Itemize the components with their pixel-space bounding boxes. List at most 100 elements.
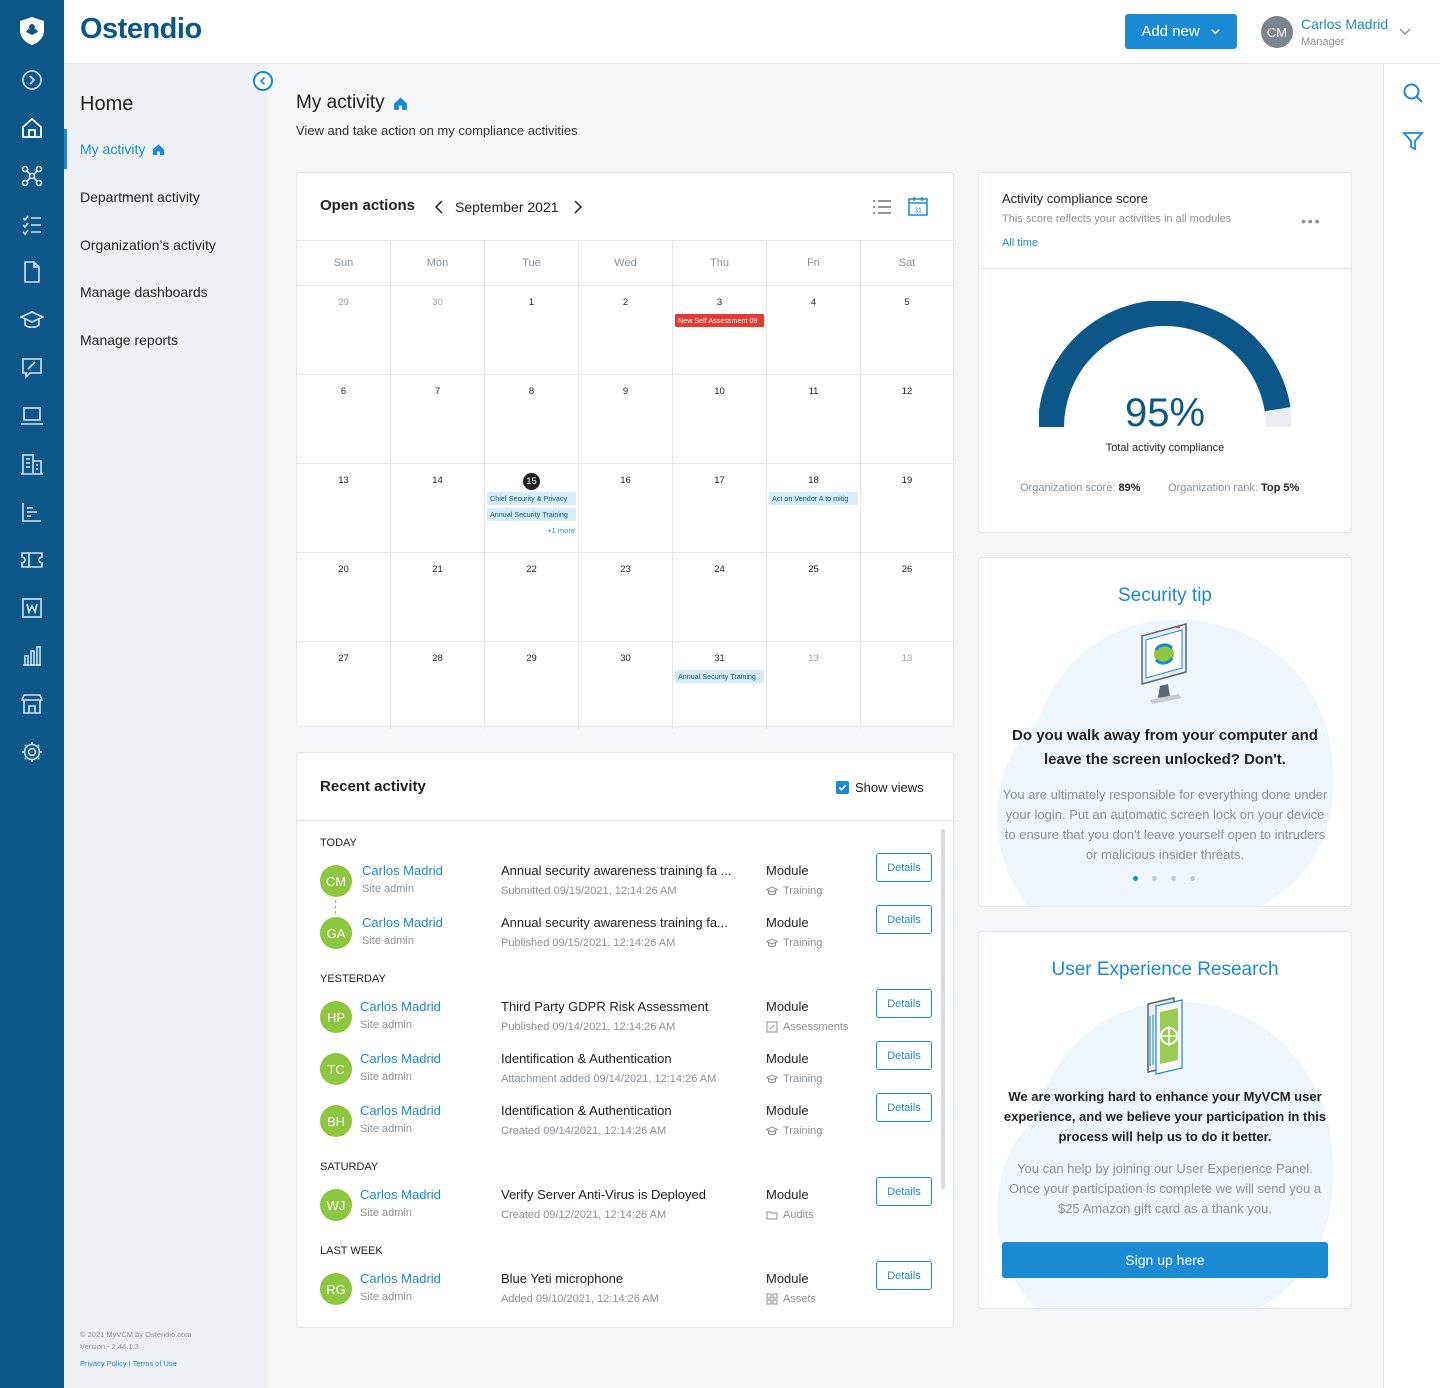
building-icon[interactable]: [20, 452, 44, 476]
search-icon[interactable]: [1402, 82, 1424, 104]
calendar-day-cell[interactable]: 2: [579, 286, 673, 375]
calendar-day-cell[interactable]: 23: [579, 553, 673, 642]
checkbox-checked-icon[interactable]: [836, 781, 849, 794]
gear-icon[interactable]: [20, 740, 44, 764]
calendar-day-cell[interactable]: 4: [767, 286, 861, 375]
checklist-icon[interactable]: [20, 212, 44, 236]
ticket-icon[interactable]: [20, 548, 44, 572]
activity-avatar[interactable]: CM: [320, 865, 352, 897]
subnav-item-organization-activity[interactable]: Organization’s activity: [80, 237, 216, 253]
score-range-link[interactable]: All time: [1002, 237, 1039, 249]
calendar-day-cell[interactable]: 5: [861, 286, 953, 375]
shield-logo-icon[interactable]: [19, 16, 45, 46]
activity-title[interactable]: Identification & Authentication: [501, 1051, 672, 1066]
activity-user-name[interactable]: Carlos Madrid: [360, 999, 441, 1014]
calendar-event[interactable]: Annual Security Training: [675, 670, 764, 683]
calendar-day-cell[interactable]: 30: [579, 642, 673, 729]
sign-up-button[interactable]: Sign up here: [1002, 1242, 1328, 1278]
activity-user-name[interactable]: Carlos Madrid: [360, 1271, 441, 1286]
activity-avatar[interactable]: BH: [320, 1105, 352, 1137]
calendar-day-cell[interactable]: 16: [579, 464, 673, 553]
activity-avatar[interactable]: RG: [320, 1273, 352, 1305]
calendar-day-cell[interactable]: 13: [861, 642, 953, 729]
calendar-day-cell[interactable]: 13: [767, 642, 861, 729]
footer-links[interactable]: Privacy Policy | Terms of Use: [80, 1359, 177, 1368]
brand-logo[interactable]: Ostendio: [80, 13, 202, 45]
calendar-day-cell[interactable]: 25: [767, 553, 861, 642]
calendar-day-cell[interactable]: 3 New Self Assessment 09: [673, 286, 767, 375]
calendar-day-cell[interactable]: 28: [391, 642, 485, 729]
details-button[interactable]: Details: [876, 1041, 932, 1070]
previous-month-icon[interactable]: [433, 199, 447, 215]
calendar-event[interactable]: Chief Security & Privacy: [487, 492, 576, 505]
bar-list-icon[interactable]: [20, 500, 44, 524]
activity-user-name[interactable]: Carlos Madrid: [362, 915, 443, 930]
document-icon[interactable]: [20, 260, 44, 284]
calendar-day-cell[interactable]: 12: [861, 375, 953, 464]
activity-user-name[interactable]: Carlos Madrid: [360, 1187, 441, 1202]
activity-title[interactable]: Annual security awareness training fa...: [501, 915, 728, 930]
calendar-day-cell[interactable]: 24: [673, 553, 767, 642]
activity-avatar[interactable]: HP: [320, 1001, 352, 1033]
calendar-day-cell[interactable]: 6: [297, 375, 391, 464]
home-icon[interactable]: [20, 116, 44, 140]
calendar-day-cell[interactable]: 10: [673, 375, 767, 464]
add-new-button[interactable]: Add new: [1125, 14, 1237, 49]
calendar-day-cell[interactable]: 30: [391, 286, 485, 375]
calendar-day-cell[interactable]: 15 Chief Security & Privacy Annual Securit…: [485, 464, 579, 553]
calendar-day-cell[interactable]: 9: [579, 375, 673, 464]
more-events-link[interactable]: +1 more: [547, 526, 575, 535]
calendar-day-cell[interactable]: 19: [861, 464, 953, 553]
activity-user-name[interactable]: Carlos Madrid: [360, 1103, 441, 1118]
activity-title[interactable]: Identification & Authentication: [501, 1103, 672, 1118]
calendar-day-cell[interactable]: 22: [485, 553, 579, 642]
calendar-day-cell[interactable]: 1: [485, 286, 579, 375]
carousel-dot[interactable]: [1133, 876, 1138, 881]
activity-avatar[interactable]: WJ: [320, 1189, 352, 1221]
user-menu-chevron-icon[interactable]: [1398, 24, 1412, 38]
carousel-dot[interactable]: [1171, 876, 1176, 881]
calendar-day-cell[interactable]: 26: [861, 553, 953, 642]
calendar-day-cell[interactable]: 27: [297, 642, 391, 729]
subnav-item-manage-dashboards[interactable]: Manage dashboards: [80, 284, 208, 300]
calendar-day-cell[interactable]: 11: [767, 375, 861, 464]
activity-title[interactable]: Blue Yeti microphone: [501, 1271, 624, 1286]
graduation-cap-icon[interactable]: [20, 308, 44, 332]
collapse-sidebar-button[interactable]: [253, 71, 273, 91]
activity-title[interactable]: Annual security awareness training fa ..…: [501, 863, 732, 878]
user-avatar[interactable]: CM: [1261, 16, 1293, 48]
user-name[interactable]: Carlos Madrid: [1301, 16, 1389, 32]
calendar-day-cell[interactable]: 7: [391, 375, 485, 464]
calendar-day-cell[interactable]: 29: [485, 642, 579, 729]
calendar-day-cell[interactable]: 21: [391, 553, 485, 642]
arrow-circle-icon[interactable]: [20, 68, 44, 92]
details-button[interactable]: Details: [876, 1261, 932, 1290]
calendar-day-cell[interactable]: 20: [297, 553, 391, 642]
calendar-day-cell[interactable]: 29: [297, 286, 391, 375]
calendar-day-cell[interactable]: 13: [297, 464, 391, 553]
calendar-event[interactable]: Act on Vendor A to mitig: [769, 492, 858, 505]
subnav-item-manage-reports[interactable]: Manage reports: [80, 332, 179, 348]
wiki-icon[interactable]: [20, 596, 44, 620]
next-month-icon[interactable]: [570, 199, 584, 215]
details-button[interactable]: Details: [876, 1093, 932, 1122]
calendar-day-cell[interactable]: 31 Annual Security Training: [673, 642, 767, 729]
details-button[interactable]: Details: [876, 905, 932, 934]
scrollbar[interactable]: [941, 829, 945, 1189]
calendar-day-cell[interactable]: 14: [391, 464, 485, 553]
carousel-dot[interactable]: [1152, 876, 1157, 881]
calendar-day-cell[interactable]: 18 Act on Vendor A to mitig: [767, 464, 861, 553]
activity-avatar[interactable]: GA: [320, 917, 352, 949]
calendar-day-cell[interactable]: 17: [673, 464, 767, 553]
activity-avatar[interactable]: TC: [320, 1053, 352, 1085]
store-icon[interactable]: [20, 692, 44, 716]
calendar-view-icon[interactable]: 31: [907, 195, 929, 217]
activity-user-name[interactable]: Carlos Madrid: [360, 1051, 441, 1066]
calendar-event[interactable]: New Self Assessment 09: [675, 314, 764, 327]
details-button[interactable]: Details: [876, 853, 932, 882]
details-button[interactable]: Details: [876, 1177, 932, 1206]
activity-title[interactable]: Third Party GDPR Risk Assessment: [501, 999, 709, 1014]
laptop-icon[interactable]: [20, 404, 44, 428]
details-button[interactable]: Details: [876, 989, 932, 1018]
activity-title[interactable]: Verify Server Anti-Virus is Deployed: [501, 1187, 706, 1202]
